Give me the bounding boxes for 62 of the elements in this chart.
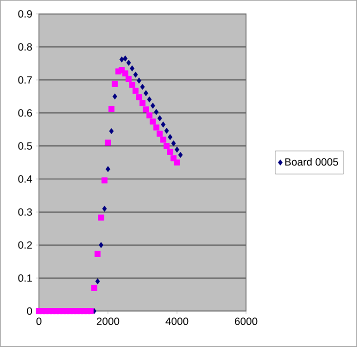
x-tick-label: 0 xyxy=(36,318,42,326)
point xyxy=(174,159,180,166)
point xyxy=(102,177,108,184)
y-tick-label: 0.2 xyxy=(18,241,32,249)
point xyxy=(94,250,101,257)
y-tick-label: 0.5 xyxy=(18,142,32,150)
point xyxy=(95,278,100,284)
point xyxy=(147,96,152,102)
y-tick-label: 0.3 xyxy=(18,208,32,216)
y-tick-label: 0.4 xyxy=(18,175,32,183)
x-tick-label: 2000 xyxy=(96,318,120,326)
point xyxy=(106,166,110,172)
point xyxy=(140,84,145,90)
point xyxy=(142,106,149,112)
point xyxy=(150,102,156,109)
point xyxy=(129,82,136,88)
point xyxy=(167,148,174,155)
point xyxy=(88,308,94,314)
x-tick-label: 6000 xyxy=(234,318,258,326)
point xyxy=(126,60,131,66)
y-tick-label: 0 xyxy=(26,307,32,315)
point xyxy=(109,128,114,134)
point xyxy=(146,112,152,118)
y-tick-label: 0.9 xyxy=(18,10,32,18)
point xyxy=(133,72,138,78)
point xyxy=(160,122,166,128)
point xyxy=(171,140,176,146)
point xyxy=(156,130,163,137)
point xyxy=(108,106,114,112)
point xyxy=(168,134,172,140)
point xyxy=(150,118,156,125)
point xyxy=(98,214,104,221)
point xyxy=(102,206,107,212)
point xyxy=(164,142,170,149)
point xyxy=(130,65,134,72)
point xyxy=(144,90,148,96)
point xyxy=(119,56,124,62)
point xyxy=(122,70,128,76)
point xyxy=(112,80,118,87)
point xyxy=(98,242,104,248)
point xyxy=(178,152,183,158)
point xyxy=(132,88,139,94)
point xyxy=(91,284,98,291)
point xyxy=(153,124,160,130)
point xyxy=(164,128,169,134)
point xyxy=(160,136,166,143)
point xyxy=(157,115,162,122)
point xyxy=(126,76,132,82)
point xyxy=(174,146,180,153)
point xyxy=(136,78,142,84)
point xyxy=(154,108,159,115)
point xyxy=(136,94,142,100)
point xyxy=(112,93,118,100)
point xyxy=(139,100,146,106)
y-tick-label: 0.8 xyxy=(18,43,32,51)
point xyxy=(122,55,128,62)
x-tick-label: 4000 xyxy=(166,318,188,326)
y-tick-label: 0.7 xyxy=(18,76,32,84)
y-tick-label: 0.6 xyxy=(18,109,32,117)
legend-label: Board 0005 xyxy=(285,158,338,166)
point xyxy=(104,140,111,146)
y-tick-label: 0.1 xyxy=(18,274,32,282)
